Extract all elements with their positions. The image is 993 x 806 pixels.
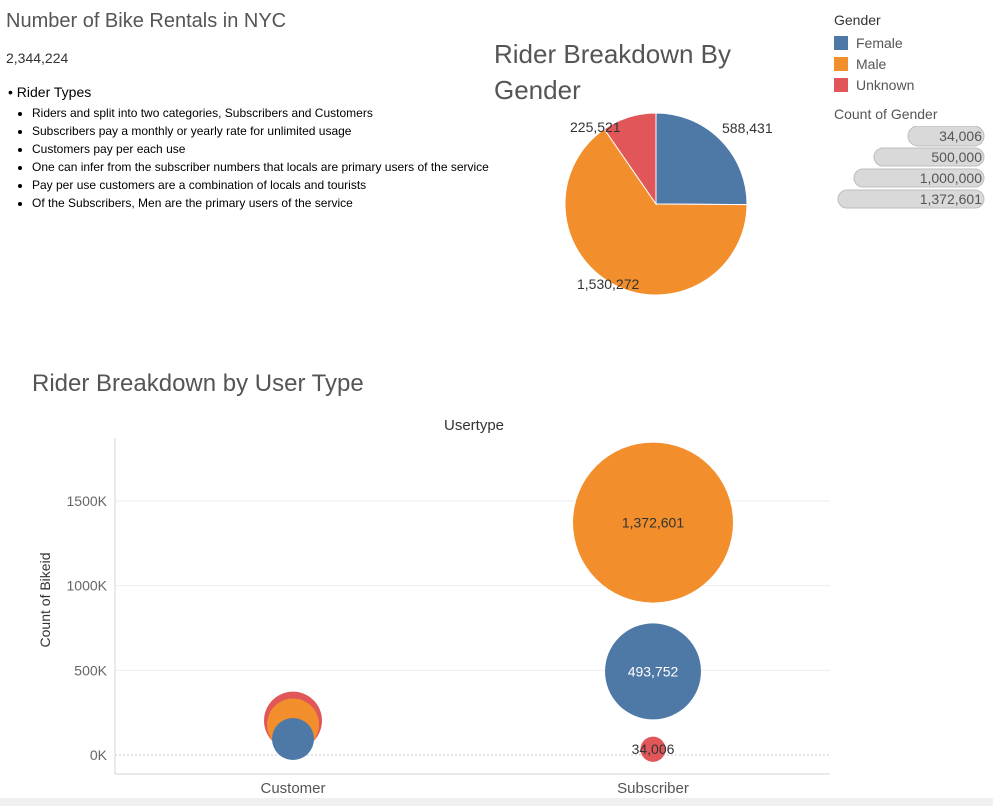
legend-swatch xyxy=(834,56,848,71)
y-axis-label: Count of Bikeid xyxy=(37,553,53,648)
legend-item-unknown[interactable]: Unknown xyxy=(834,74,914,95)
legend-label: Female xyxy=(856,34,903,51)
size-legend: 34,006 500,000 1,000,000 1,372,601 xyxy=(837,126,985,209)
size-legend-label: 1,000,000 xyxy=(920,170,982,186)
bottom-scrollbar[interactable] xyxy=(0,798,993,806)
bubble-unknown-subscriber[interactable] xyxy=(640,736,666,762)
legend-item-male[interactable]: Male xyxy=(834,53,914,74)
bubble-male-subscriber[interactable] xyxy=(573,442,733,603)
column-header: Usertype xyxy=(444,417,504,434)
size-legend-label: 34,006 xyxy=(939,128,982,144)
pie-label-unknown: 225,521 xyxy=(570,119,621,135)
bubble-label: 1,372,601 xyxy=(622,515,684,531)
bubble-female-customer[interactable] xyxy=(272,717,314,760)
legend-item-female[interactable]: Female xyxy=(834,32,914,53)
y-tick-label: 1500K xyxy=(67,493,108,509)
bubble-label: 34,006 xyxy=(632,741,675,757)
usertype-chart-title: Rider Breakdown by User Type xyxy=(32,370,364,397)
x-tick-label: Subscriber xyxy=(617,780,689,797)
usertype-bubble-chart[interactable]: Usertype 0K 500K 1000K 1500K Count of Bikeid C… xyxy=(0,410,860,800)
size-legend-mark xyxy=(853,168,985,188)
y-tick-label: 500K xyxy=(74,662,107,678)
x-tick-label: Customer xyxy=(260,780,325,797)
note-item: Subscribers pay a monthly or yearly rate… xyxy=(32,122,492,140)
pie-slice-female[interactable] xyxy=(655,112,748,206)
total-rentals-value: 2,344,224 xyxy=(6,50,69,66)
size-legend-mark xyxy=(873,147,985,167)
gender-legend: Gender Female Male Unknown xyxy=(834,12,914,95)
gender-pie-chart[interactable]: 588,431 1,530,272 225,521 xyxy=(540,100,790,310)
pie-slice-unknown[interactable] xyxy=(603,112,657,206)
size-legend-mark xyxy=(837,189,985,209)
page-title: Number of Bike Rentals in NYC xyxy=(6,10,287,32)
legend-label: Male xyxy=(856,55,887,72)
bubble-female-subscriber[interactable] xyxy=(605,623,701,720)
pie-label-female: 588,431 xyxy=(722,120,773,136)
bubble-label: 493,752 xyxy=(628,663,679,679)
note-item: Of the Subscribers, Men are the primary … xyxy=(32,194,492,212)
note-item: Riders and split into two categories, Su… xyxy=(32,104,492,122)
pie-slice-male[interactable] xyxy=(564,128,748,296)
gender-legend-title: Gender xyxy=(834,12,881,28)
size-legend-label: 500,000 xyxy=(931,149,982,165)
y-tick-label: 0K xyxy=(90,747,108,763)
legend-label: Unknown xyxy=(856,76,915,93)
y-tick-label: 1000K xyxy=(67,578,108,594)
rider-types-heading: • Rider Types xyxy=(8,84,92,100)
rider-types-list: Riders and split into two categories, Su… xyxy=(32,104,492,212)
gender-chart-title: Rider Breakdown By Gender xyxy=(494,39,731,105)
note-item: Customers pay per each use xyxy=(32,140,492,158)
note-item: One can infer from the subscriber number… xyxy=(32,158,492,176)
note-item: Pay per use customers are a combination … xyxy=(32,176,492,194)
legend-swatch xyxy=(834,35,848,50)
size-legend-label: 1,372,601 xyxy=(920,191,982,207)
size-legend-title: Count of Gender xyxy=(834,106,938,122)
legend-swatch xyxy=(834,77,848,92)
size-legend-mark xyxy=(907,126,985,147)
pie-label-male: 1,530,272 xyxy=(577,276,639,292)
rider-types-notes: • Rider Types Riders and split into two … xyxy=(8,84,492,212)
